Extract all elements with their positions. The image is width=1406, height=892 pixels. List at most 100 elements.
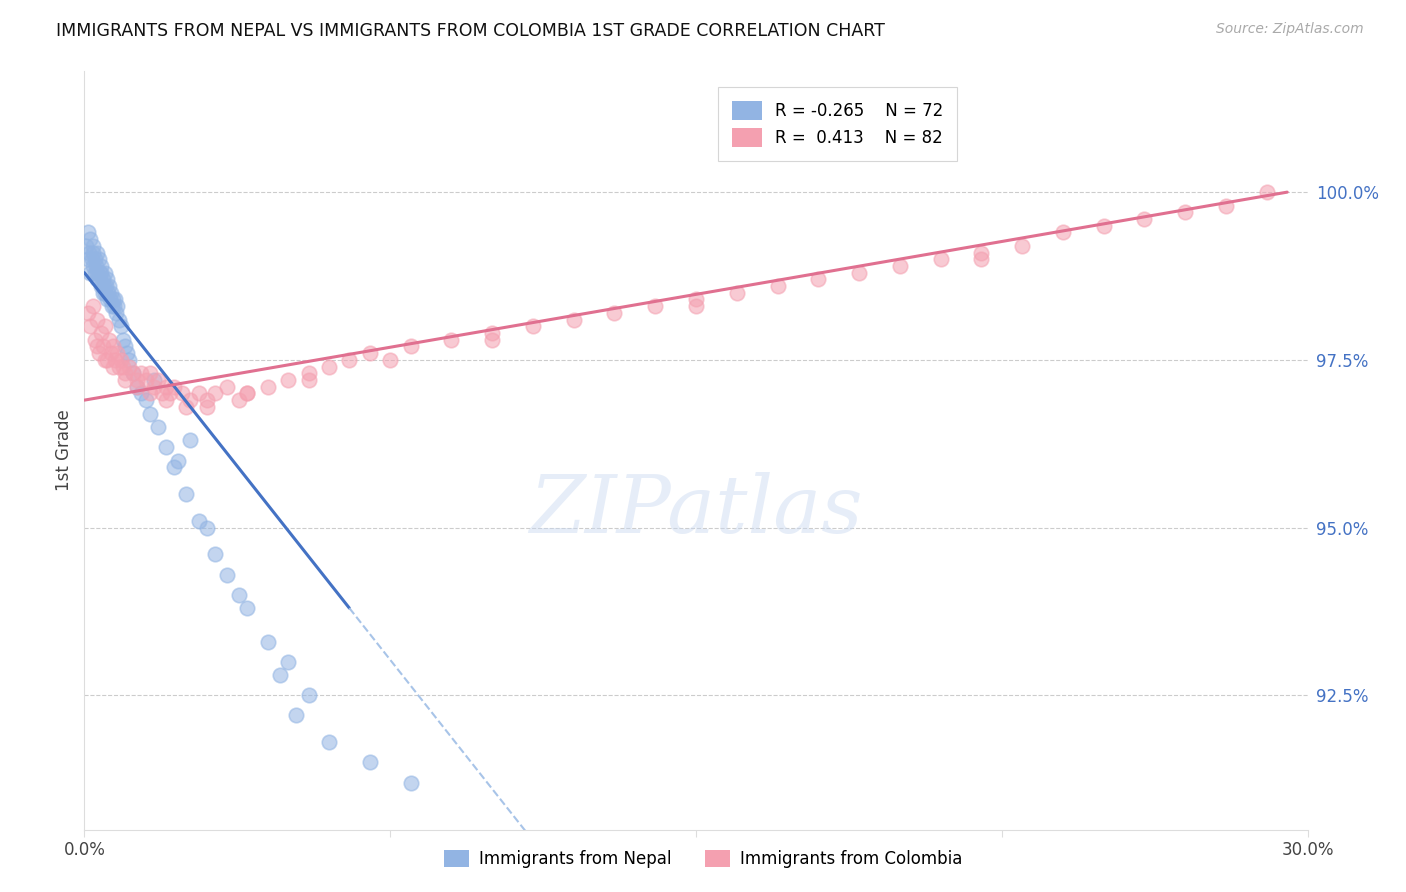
Point <box>142 380 165 394</box>
Point <box>179 393 201 408</box>
Point <box>131 366 153 380</box>
Point <box>179 434 201 448</box>
Point <box>104 352 127 367</box>
Point <box>138 407 160 421</box>
Point <box>318 359 340 374</box>
Point <box>685 299 707 313</box>
Point <box>685 293 707 307</box>
Point <box>766 279 789 293</box>
Point <box>187 514 209 528</box>
Point <box>359 346 381 360</box>
Point <box>118 359 141 374</box>
Point <box>195 521 218 535</box>
Point <box>101 299 124 313</box>
Point <box>142 373 165 387</box>
Point <box>236 601 259 615</box>
Point <box>163 380 186 394</box>
Point <box>86 312 108 326</box>
Point <box>83 333 105 347</box>
Point <box>103 299 125 313</box>
Point <box>93 352 115 367</box>
Point <box>98 293 121 307</box>
Point <box>228 588 250 602</box>
Point <box>135 373 157 387</box>
Text: Source: ZipAtlas.com: Source: ZipAtlas.com <box>1216 22 1364 37</box>
Point <box>97 279 120 293</box>
Point <box>83 252 105 267</box>
Point <box>228 393 250 408</box>
Point <box>135 393 157 408</box>
Point <box>105 346 128 360</box>
Point <box>87 272 110 286</box>
Point <box>122 366 145 380</box>
Point <box>82 299 104 313</box>
Point <box>77 306 100 320</box>
Point <box>90 259 112 273</box>
Point <box>101 339 124 353</box>
Point <box>603 306 626 320</box>
Point <box>138 366 160 380</box>
Point <box>91 285 114 300</box>
Point <box>138 386 160 401</box>
Point <box>114 373 136 387</box>
Point <box>93 319 115 334</box>
Point <box>481 333 503 347</box>
Point <box>195 393 218 408</box>
Point <box>75 239 97 253</box>
Point <box>298 373 321 387</box>
Point <box>76 226 98 240</box>
Point <box>91 272 114 286</box>
Point <box>93 285 115 300</box>
Point <box>155 440 177 454</box>
Point <box>91 339 114 353</box>
Point <box>277 373 299 387</box>
Point <box>1215 198 1237 212</box>
Point <box>87 252 110 267</box>
Point <box>644 299 666 313</box>
Point <box>96 272 118 286</box>
Point <box>79 232 101 246</box>
Point <box>100 346 122 360</box>
Point <box>172 386 194 401</box>
Point <box>110 352 132 367</box>
Point <box>77 252 100 267</box>
Point <box>122 366 145 380</box>
Point <box>269 668 291 682</box>
Point <box>146 373 169 387</box>
Point <box>195 400 218 414</box>
Point <box>277 655 299 669</box>
Point <box>929 252 952 267</box>
Text: IMMIGRANTS FROM NEPAL VS IMMIGRANTS FROM COLOMBIA 1ST GRADE CORRELATION CHART: IMMIGRANTS FROM NEPAL VS IMMIGRANTS FROM… <box>56 22 886 40</box>
Point <box>82 245 104 260</box>
Point <box>807 272 830 286</box>
Point <box>257 380 280 394</box>
Point <box>217 380 239 394</box>
Point <box>339 352 361 367</box>
Point <box>1092 219 1115 233</box>
Point <box>79 266 101 280</box>
Point <box>82 259 104 273</box>
Point <box>127 380 149 394</box>
Point <box>87 346 110 360</box>
Point <box>83 266 105 280</box>
Point <box>298 689 321 703</box>
Point <box>80 252 103 267</box>
Point <box>104 293 127 307</box>
Point <box>399 775 422 789</box>
Point <box>100 285 122 300</box>
Point <box>112 333 135 347</box>
Point <box>562 312 585 326</box>
Point <box>93 279 115 293</box>
Point <box>155 380 177 394</box>
Point <box>187 386 209 401</box>
Point <box>204 548 226 562</box>
Y-axis label: 1st Grade: 1st Grade <box>55 409 73 491</box>
Point <box>970 252 993 267</box>
Point <box>94 279 117 293</box>
Point <box>1011 239 1033 253</box>
Point <box>522 319 544 334</box>
Point <box>97 285 120 300</box>
Point <box>101 293 124 307</box>
Point <box>380 352 402 367</box>
Point <box>89 266 111 280</box>
